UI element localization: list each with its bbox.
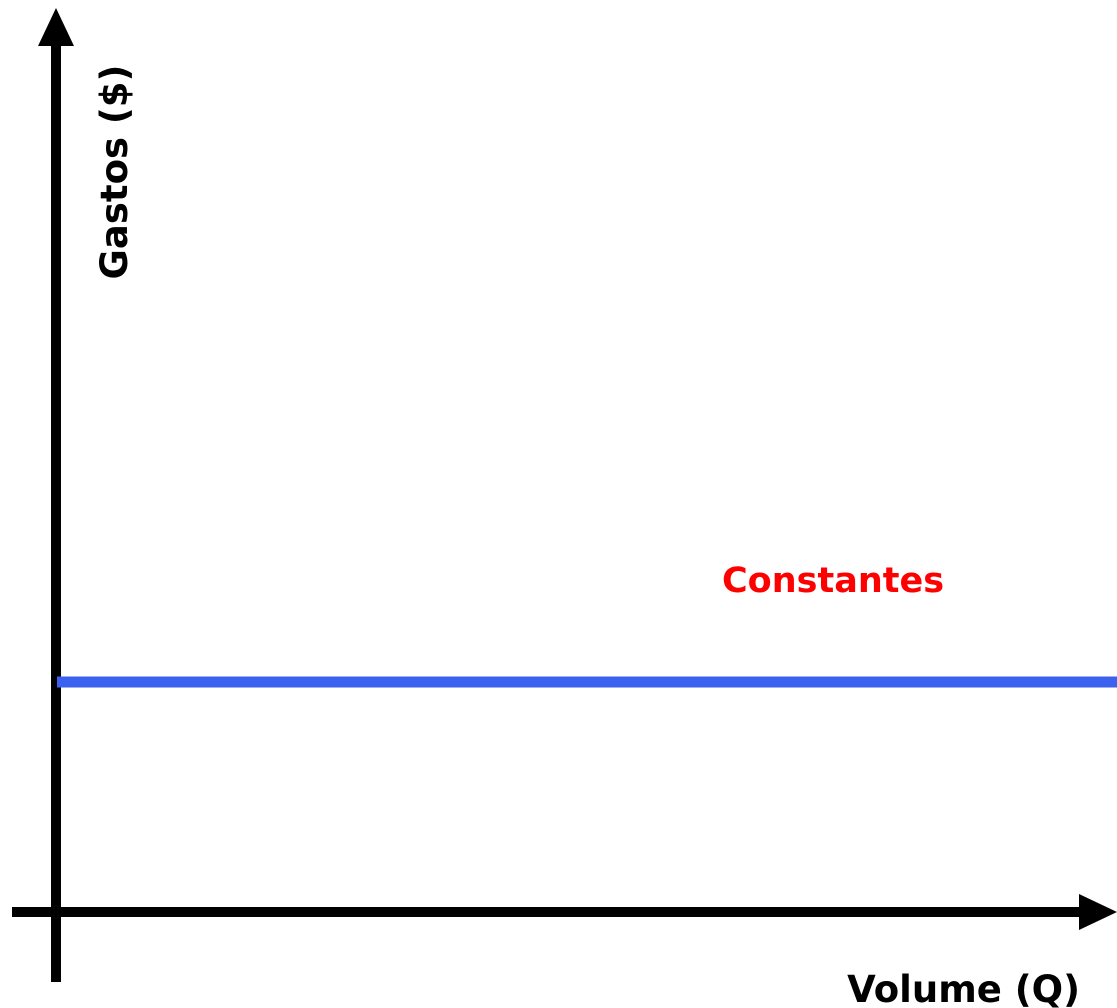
y-axis-label: Gastos ($) xyxy=(93,65,136,280)
x-axis-label: Volume (Q) xyxy=(847,968,1080,1008)
line-label: Constantes xyxy=(722,561,944,601)
x-axis-arrow xyxy=(1079,894,1117,930)
y-axis-arrow xyxy=(38,8,74,46)
